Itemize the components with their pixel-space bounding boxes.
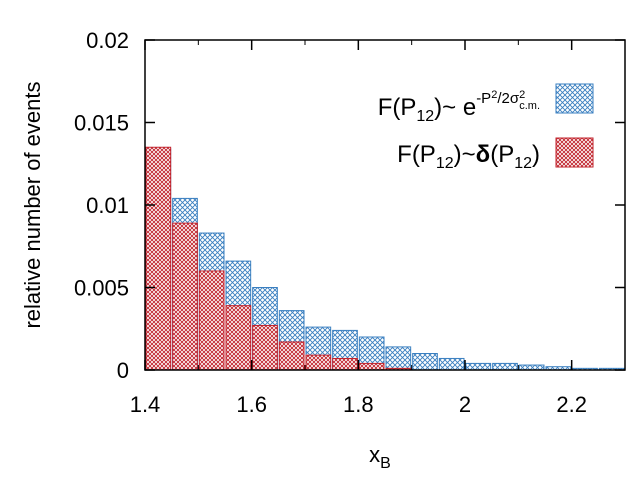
series-red-bars — [145, 146, 412, 371]
bar-blue-13 — [492, 362, 518, 371]
x-tick-label-4: 2.2 — [556, 392, 587, 417]
bar-red-4 — [252, 324, 278, 371]
bar-red-1 — [172, 222, 198, 371]
x-tick-label-3: 2 — [459, 392, 471, 417]
x-tick-label-1: 1.6 — [236, 392, 267, 417]
legend-blue-exp-b-sub: c.m. — [519, 100, 540, 112]
x-axis-title-sub: B — [380, 455, 391, 472]
y-axis-title: relative number of events — [20, 81, 45, 328]
bar-red-7 — [332, 357, 358, 371]
legend-red-close: ) — [532, 141, 540, 168]
legend-red-lhs-sub: 12 — [436, 155, 454, 172]
axis-ticks — [144, 39, 625, 371]
legend-blue-lhs-sub: 12 — [416, 108, 434, 125]
bar-blue-12 — [465, 362, 492, 371]
legend-entry-red: F(P12)~δ(P12) — [397, 137, 594, 172]
legend-label-blue: F(P12)~ e-P2/2σ2 c.m. — [378, 89, 540, 125]
bar-red-0 — [145, 146, 172, 371]
x-tick-labels: 1.4 1.6 1.8 2 2.2 — [130, 392, 587, 417]
legend-red-lhs: F(P — [397, 141, 436, 168]
x-tick-label-0: 1.4 — [130, 392, 161, 417]
x-tick-label-2: 1.8 — [343, 392, 374, 417]
x-axis-title-main: x — [369, 442, 380, 467]
legend-swatch-blue — [555, 83, 594, 114]
y-tick-label-2: 0.01 — [86, 193, 129, 218]
legend-entry-blue: F(P12)~ e-P2/2σ2 c.m. — [378, 83, 594, 125]
bar-red-2 — [198, 270, 225, 371]
bar-red-3 — [225, 305, 252, 371]
x-axis-title: xB — [369, 442, 391, 472]
legend-red-mid: )~ — [454, 141, 476, 168]
legend-blue-exp-b-sup: 2 — [519, 89, 525, 101]
bar-blue-10 — [412, 353, 438, 371]
legend-red-rhs-sub: 12 — [514, 155, 532, 172]
legend-red-rhs: (P — [490, 141, 514, 168]
legend-blue-exp-b: /2σ — [497, 90, 520, 107]
bar-red-8 — [358, 362, 385, 371]
bar-red-6 — [305, 354, 332, 371]
legend-blue-lhs: F(P — [378, 94, 417, 121]
y-tick-label-3: 0.015 — [74, 111, 129, 136]
y-tick-labels: 0 0.005 0.01 0.015 0.02 — [74, 28, 129, 383]
legend-label-red: F(P12)~δ(P12) — [397, 141, 540, 172]
y-tick-label-0: 0 — [117, 358, 129, 383]
y-tick-label-4: 0.02 — [86, 28, 129, 53]
legend-blue-exp-a: -P — [476, 90, 491, 107]
legend-red-delta: δ — [476, 141, 491, 168]
legend-blue-exp-a-sup: 2 — [491, 89, 497, 101]
legend-swatch-red — [555, 137, 594, 168]
bar-blue-9 — [385, 346, 412, 371]
bar-blue-11 — [438, 357, 465, 371]
y-tick-label-1: 0.005 — [74, 276, 129, 301]
bar-red-5 — [278, 341, 305, 371]
legend-blue-mid: )~ e — [434, 94, 476, 121]
